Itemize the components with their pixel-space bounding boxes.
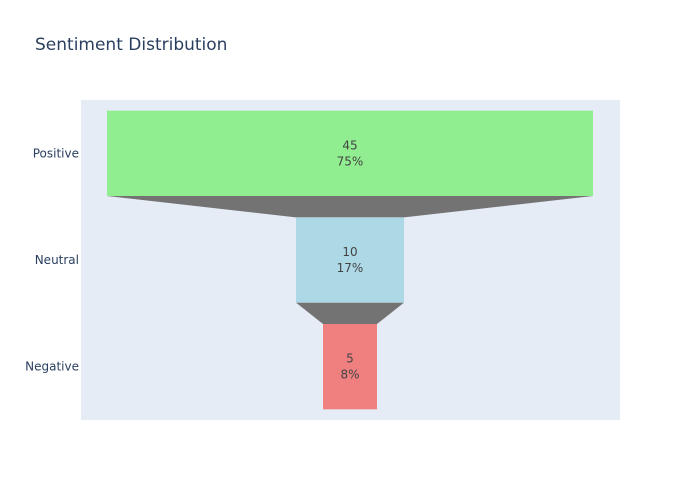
chart-title: Sentiment Distribution	[35, 35, 227, 55]
percent-label: 17%	[337, 261, 364, 275]
funnel-connector	[107, 196, 593, 218]
funnel-connectors	[107, 196, 593, 324]
percent-label: 75%	[337, 154, 364, 168]
value-label: 10	[342, 245, 357, 259]
percent-label: 8%	[340, 368, 359, 382]
funnel-connector	[296, 302, 404, 324]
y-tick-label: Negative	[25, 360, 79, 374]
funnel-data-labels: 45 75% 10 17% 5 8%	[337, 138, 364, 381]
value-label: 5	[346, 352, 354, 366]
value-label: 45	[342, 138, 357, 152]
funnel-bar-positive	[107, 110, 593, 196]
funnel-bars	[107, 110, 593, 410]
y-tick-label: Neutral	[35, 253, 79, 267]
y-axis-tick-labels: Positive Neutral Negative	[25, 146, 79, 373]
funnel-bar-negative	[323, 324, 377, 410]
y-tick-label: Positive	[33, 146, 79, 160]
funnel-bar-neutral	[296, 217, 404, 303]
